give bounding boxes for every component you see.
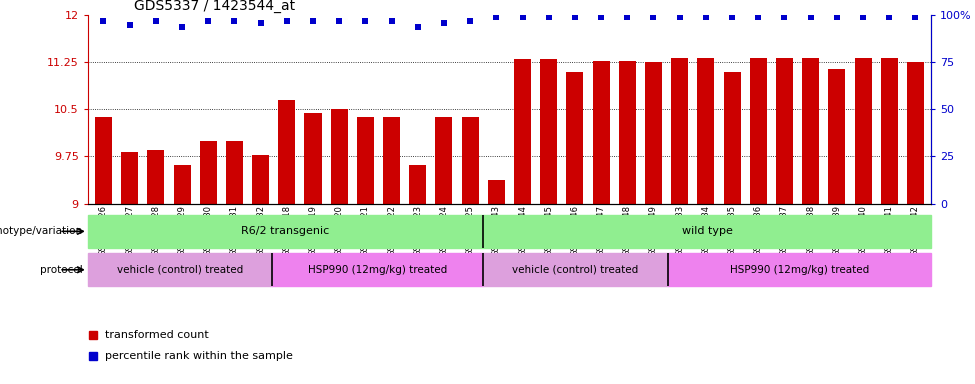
Bar bbox=[253, 155, 269, 204]
Bar bbox=[95, 117, 112, 204]
Bar bbox=[619, 61, 636, 204]
Point bbox=[855, 14, 871, 20]
Bar bbox=[331, 109, 348, 204]
Point bbox=[515, 14, 530, 20]
Point bbox=[724, 14, 740, 20]
Text: R6/2 transgenic: R6/2 transgenic bbox=[241, 226, 330, 237]
Point bbox=[175, 23, 190, 30]
Bar bbox=[226, 141, 243, 204]
Bar bbox=[278, 100, 295, 204]
Bar bbox=[668, 253, 931, 286]
Bar bbox=[383, 117, 400, 204]
Bar bbox=[593, 61, 609, 204]
Point bbox=[802, 14, 818, 20]
Point bbox=[410, 23, 425, 30]
Bar bbox=[147, 150, 165, 204]
Bar bbox=[483, 215, 931, 248]
Point bbox=[698, 14, 714, 20]
Point bbox=[881, 14, 897, 20]
Point bbox=[148, 18, 164, 24]
Text: wild type: wild type bbox=[682, 226, 732, 237]
Text: HSP990 (12mg/kg) treated: HSP990 (12mg/kg) treated bbox=[308, 265, 448, 275]
Bar bbox=[540, 59, 558, 204]
Bar bbox=[272, 253, 483, 286]
Point bbox=[672, 14, 687, 20]
Point bbox=[908, 14, 923, 20]
Point bbox=[462, 18, 478, 24]
Bar bbox=[357, 117, 373, 204]
Point bbox=[253, 20, 268, 26]
Text: genotype/variation: genotype/variation bbox=[0, 226, 83, 237]
Bar bbox=[88, 215, 483, 248]
Bar bbox=[829, 69, 845, 204]
Bar bbox=[671, 58, 688, 204]
Point bbox=[384, 18, 400, 24]
Bar bbox=[802, 58, 819, 204]
Bar bbox=[697, 58, 715, 204]
Point bbox=[279, 18, 294, 24]
Text: protocol: protocol bbox=[40, 265, 83, 275]
Bar bbox=[514, 59, 531, 204]
Point bbox=[567, 14, 583, 20]
Bar bbox=[645, 62, 662, 204]
Bar bbox=[880, 58, 898, 204]
Point bbox=[619, 14, 635, 20]
Point bbox=[201, 18, 216, 24]
Bar bbox=[121, 152, 138, 204]
Bar bbox=[88, 253, 272, 286]
Point bbox=[436, 20, 451, 26]
Text: transformed count: transformed count bbox=[105, 331, 209, 341]
Bar bbox=[854, 58, 872, 204]
Point bbox=[594, 14, 609, 20]
Text: percentile rank within the sample: percentile rank within the sample bbox=[105, 351, 292, 361]
Text: HSP990 (12mg/kg) treated: HSP990 (12mg/kg) treated bbox=[729, 265, 869, 275]
Bar bbox=[410, 165, 426, 204]
Bar bbox=[750, 58, 766, 204]
Point bbox=[751, 14, 766, 20]
Point bbox=[226, 18, 242, 24]
Bar bbox=[200, 141, 216, 204]
Point bbox=[541, 14, 557, 20]
Bar bbox=[488, 180, 505, 204]
Point bbox=[305, 18, 321, 24]
Point bbox=[122, 22, 137, 28]
Point bbox=[777, 14, 793, 20]
Bar bbox=[304, 113, 322, 204]
Point bbox=[488, 14, 504, 20]
Point bbox=[829, 14, 844, 20]
Point bbox=[96, 18, 111, 24]
Bar bbox=[723, 72, 741, 204]
Bar bbox=[907, 62, 924, 204]
Text: vehicle (control) treated: vehicle (control) treated bbox=[512, 265, 639, 275]
Bar bbox=[566, 72, 583, 204]
Bar bbox=[436, 117, 452, 204]
Point bbox=[645, 14, 661, 20]
Title: GDS5337 / 1423544_at: GDS5337 / 1423544_at bbox=[134, 0, 294, 13]
Bar bbox=[461, 117, 479, 204]
Bar bbox=[776, 58, 793, 204]
Bar bbox=[483, 253, 668, 286]
Point bbox=[332, 18, 347, 24]
Bar bbox=[174, 165, 190, 204]
Text: vehicle (control) treated: vehicle (control) treated bbox=[117, 265, 243, 275]
Point bbox=[358, 18, 373, 24]
